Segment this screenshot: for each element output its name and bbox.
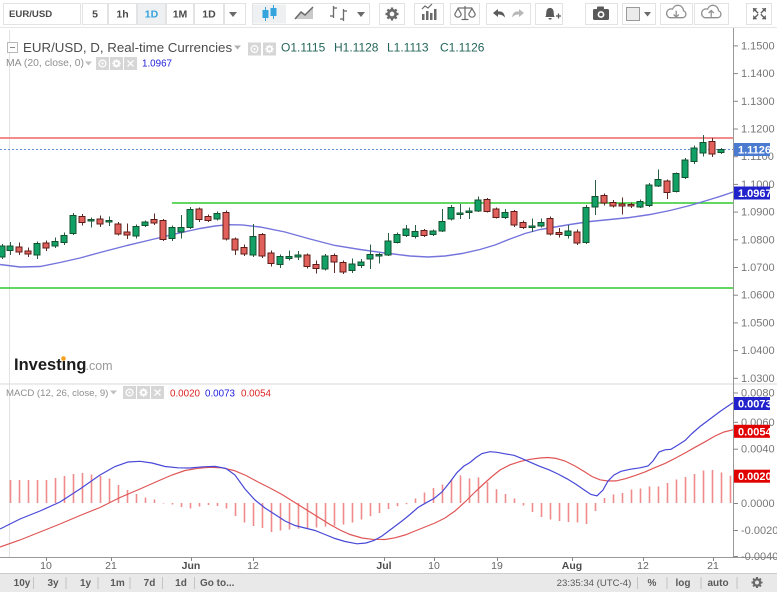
svg-text:0.0073: 0.0073	[738, 399, 772, 411]
svg-text:auto: auto	[707, 578, 728, 589]
svg-text:EUR/USD, D, Real-time Currenci: EUR/USD, D, Real-time Currencies	[23, 40, 232, 55]
svg-text:21: 21	[105, 560, 117, 572]
svg-text:1D: 1D	[145, 9, 159, 21]
svg-text:7d: 7d	[144, 578, 156, 589]
svg-text:0.0054: 0.0054	[241, 389, 272, 400]
svg-text:Jun: Jun	[182, 560, 201, 572]
svg-text:1.0500: 1.0500	[741, 317, 775, 329]
svg-text:1.1400: 1.1400	[741, 68, 775, 80]
svg-text:1.1500: 1.1500	[741, 40, 775, 52]
svg-text:1.0967: 1.0967	[738, 188, 772, 200]
svg-text:1.0700: 1.0700	[741, 262, 775, 274]
svg-text:O1.1115: O1.1115	[281, 41, 326, 55]
svg-text:Aug: Aug	[562, 560, 582, 572]
svg-text:1D: 1D	[202, 9, 216, 21]
svg-text:3y: 3y	[47, 578, 59, 589]
svg-text:1d: 1d	[175, 578, 187, 589]
svg-text:Go to...: Go to...	[200, 578, 235, 589]
svg-text:1m: 1m	[110, 578, 125, 589]
svg-text:5: 5	[92, 9, 98, 21]
svg-text:0.0020: 0.0020	[738, 471, 772, 483]
svg-text:10: 10	[40, 560, 52, 572]
svg-text:1.1300: 1.1300	[741, 96, 775, 108]
svg-text:-0.0040: -0.0040	[741, 551, 777, 563]
svg-text:MACD (12, 26, close, 9): MACD (12, 26, close, 9)	[6, 388, 108, 399]
svg-text:19: 19	[491, 560, 503, 572]
svg-text:23:35:34 (UTC-4): 23:35:34 (UTC-4)	[557, 578, 632, 589]
svg-text:1.0300: 1.0300	[741, 373, 775, 385]
svg-text:0.0040: 0.0040	[741, 444, 775, 456]
svg-text:1.0900: 1.0900	[741, 207, 775, 219]
svg-text:C1.1126: C1.1126	[440, 41, 485, 55]
svg-text:1y: 1y	[80, 578, 92, 589]
svg-text:EUR/USD: EUR/USD	[9, 9, 52, 20]
svg-text:1.0800: 1.0800	[741, 234, 775, 246]
svg-text:Investing: Investing	[14, 356, 86, 374]
svg-text:-0.0020: -0.0020	[741, 525, 777, 537]
svg-text:H1.1128: H1.1128	[334, 41, 379, 55]
svg-text:0.0020: 0.0020	[170, 389, 201, 400]
svg-text:1.0400: 1.0400	[741, 345, 775, 357]
svg-text:10y: 10y	[14, 578, 31, 589]
svg-text:1.1126: 1.1126	[738, 145, 771, 157]
svg-text:21: 21	[707, 560, 719, 572]
svg-text:log: log	[676, 578, 691, 589]
svg-text:Jul: Jul	[376, 560, 391, 572]
svg-text:0.0054: 0.0054	[738, 426, 773, 438]
svg-text:0.0000: 0.0000	[741, 498, 775, 510]
svg-text:MA (20, close, 0): MA (20, close, 0)	[6, 58, 84, 69]
svg-text:1.1200: 1.1200	[741, 124, 775, 136]
svg-text:.com: .com	[86, 359, 113, 373]
svg-text:1.0600: 1.0600	[741, 290, 775, 302]
svg-text:1.0967: 1.0967	[142, 59, 172, 70]
svg-text:12: 12	[637, 560, 649, 572]
svg-text:10: 10	[428, 560, 440, 572]
svg-text:%: %	[648, 578, 657, 589]
svg-text:1M: 1M	[173, 9, 188, 21]
svg-text:0.0080: 0.0080	[741, 388, 775, 400]
svg-text:1h: 1h	[116, 9, 128, 21]
svg-text:12: 12	[247, 560, 259, 572]
svg-text:L1.1113: L1.1113	[387, 41, 429, 55]
svg-text:0.0073: 0.0073	[205, 389, 236, 400]
